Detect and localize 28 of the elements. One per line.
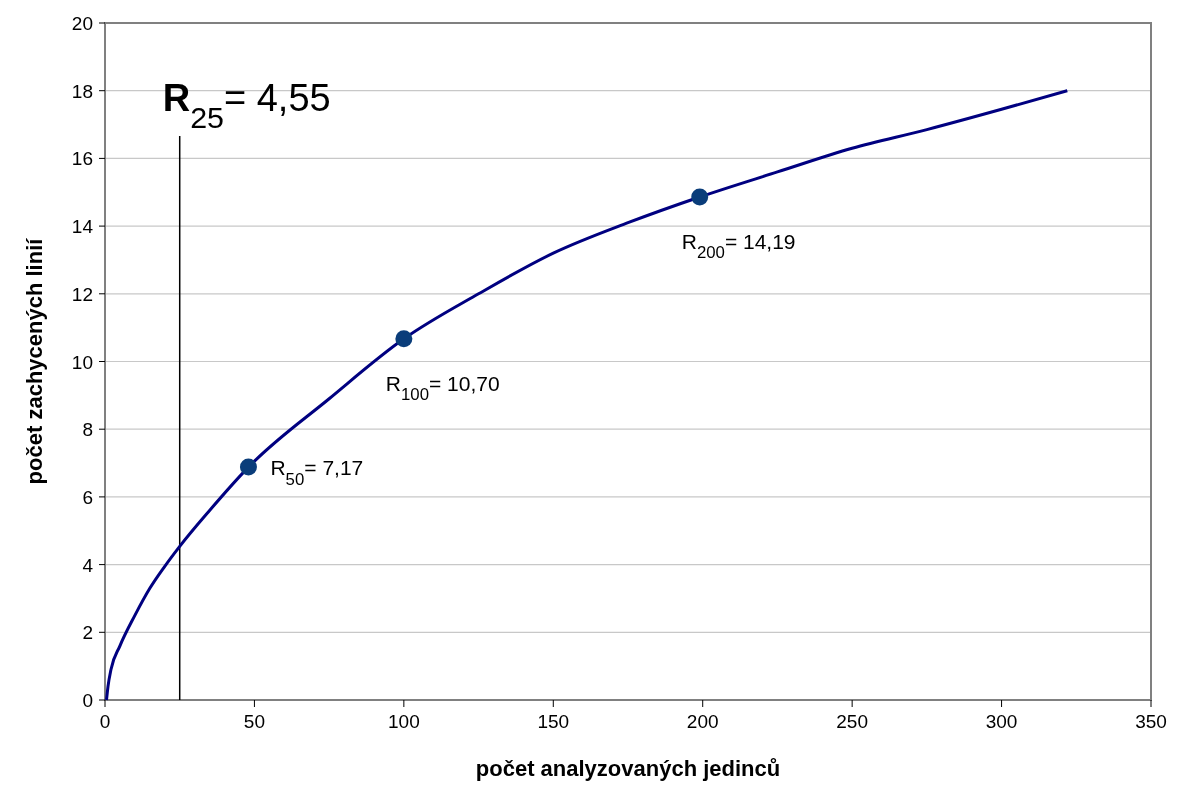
x-tick-label: 200 (686, 711, 719, 732)
x-tick-label: 350 (1135, 711, 1167, 732)
x-tick-label: 0 (99, 711, 111, 732)
y-tick-label: 0 (82, 690, 93, 711)
x-tick-label: 100 (388, 711, 420, 732)
x-tick-label: 300 (985, 711, 1018, 732)
y-tick-label: 6 (82, 486, 93, 508)
y-tick-label: 12 (71, 283, 93, 305)
x-tick-label: 250 (836, 711, 868, 732)
y-axis-title: počet zachycených linií (22, 237, 47, 485)
annotation: R$_{100}$= 10,70 (385, 371, 500, 405)
y-tick-label: 2 (82, 622, 93, 644)
x-tick-label: 50 (243, 711, 265, 732)
point (691, 188, 709, 206)
annotation: R$_{200}$= 14,19 (681, 229, 796, 263)
y-tick-label: 16 (71, 148, 93, 170)
annotation: R$_{50}$= 7,17 (270, 456, 364, 489)
y-tick-label: 14 (71, 216, 94, 238)
y-tick-label: 4 (82, 554, 94, 576)
ref-line-label: R$_{25}$= 4,55 (162, 77, 331, 135)
x-tick-label: 150 (537, 711, 570, 732)
y-tick-label: 8 (82, 419, 93, 441)
y-tick-label: 18 (71, 80, 93, 102)
x-axis-title: počet analyzovaných jedinců (475, 756, 781, 781)
y-tick-label: 10 (71, 351, 93, 373)
point (395, 330, 413, 348)
y-tick-label: 20 (71, 13, 93, 34)
point (239, 458, 257, 476)
